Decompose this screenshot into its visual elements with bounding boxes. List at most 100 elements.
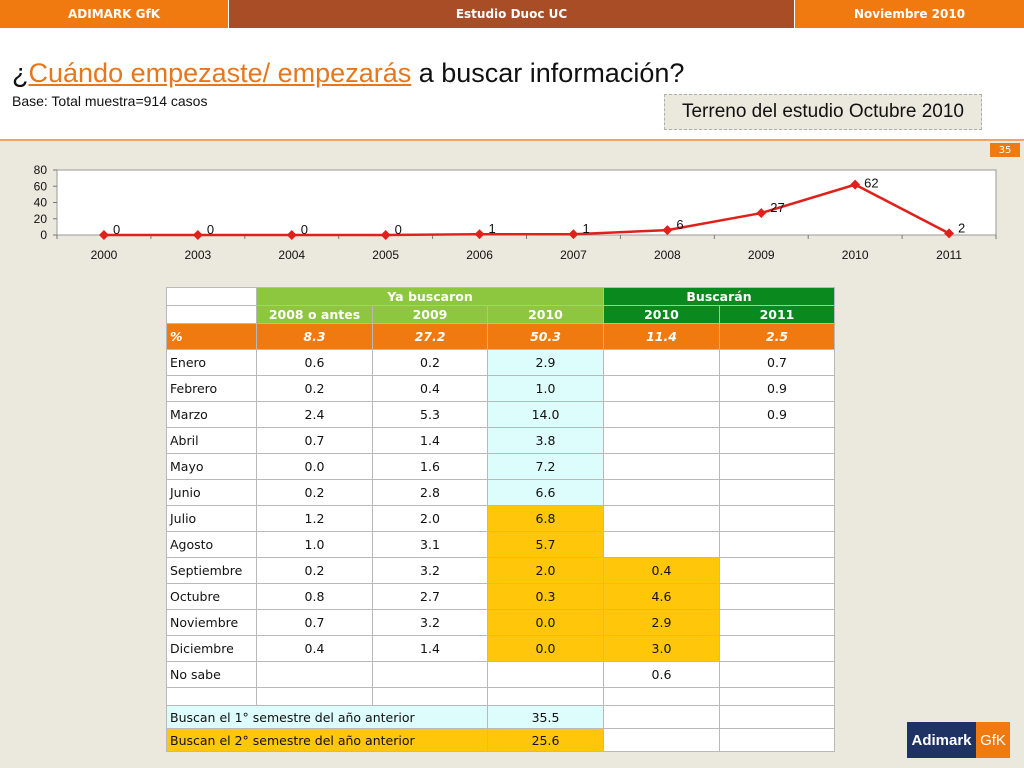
header-date: Noviembre 2010	[795, 0, 1024, 28]
line-chart: 0 20 40 60 80 2000 2003 2004 2005 2006 2007 2008 200…	[0, 160, 1024, 275]
page-title: ¿Cuándo empezaste/ empezarás a buscar in…	[12, 58, 684, 89]
column-header: 2011	[719, 305, 835, 324]
table-cell: 0.7	[256, 609, 373, 636]
row-label: Abril	[166, 427, 257, 454]
summary-row: Buscan el 2° semestre del año anterior 25…	[166, 728, 835, 752]
row-label: Febrero	[166, 375, 257, 402]
row-label: Agosto	[166, 531, 257, 558]
summary-label: Buscan el 1° semestre del año anterior	[166, 705, 488, 729]
title-highlight: Cuándo empezaste/ empezarás	[28, 58, 412, 88]
table-cell: 0.2	[256, 557, 373, 584]
table-cell: 5.7	[487, 531, 604, 558]
data-label: 0	[301, 222, 308, 237]
row-label: Noviembre	[166, 609, 257, 636]
summary-empty-cell	[719, 705, 835, 729]
table-cell: 2.0	[487, 557, 604, 584]
title-area: ¿Cuándo empezaste/ empezarás a buscar in…	[0, 28, 1024, 141]
summary-row: Buscan el 1° semestre del año anterior 35…	[166, 705, 835, 729]
table-row: Enero 0.6 0.2 2.9 0.7	[166, 349, 835, 376]
data-label: 2	[958, 220, 965, 235]
header-company: ADIMARK GfK	[0, 0, 229, 28]
table-cell	[603, 349, 720, 376]
table-cell: 0.4	[372, 375, 488, 402]
table-cell	[719, 427, 835, 454]
spacer-cell	[719, 687, 835, 706]
series-line	[103, 183, 950, 237]
table-cell	[603, 505, 720, 532]
y-tick-label: 80	[34, 163, 48, 177]
spacer-cell	[372, 687, 488, 706]
title-suffix: a buscar información?	[411, 58, 685, 88]
table-cell: 0.9	[719, 401, 835, 428]
x-tick-label: 2000	[91, 248, 118, 262]
table-cell: 2.7	[372, 583, 488, 610]
data-label: 62	[864, 176, 878, 191]
row-label: Octubre	[166, 583, 257, 610]
table-cell: 1.0	[487, 375, 604, 402]
table-cell: 0.0	[487, 635, 604, 662]
data-point	[944, 228, 954, 239]
percent-cell: 27.2	[372, 323, 488, 350]
table-cell	[719, 609, 835, 636]
table-cell	[603, 453, 720, 480]
data-point	[568, 229, 579, 240]
table-cell	[487, 661, 604, 688]
table-row: Marzo 2.4 5.3 14.0 0.9	[166, 401, 835, 428]
table-cell	[603, 401, 720, 428]
table-row: Diciembre 0.4 1.4 0.0 3.0	[166, 635, 835, 662]
table-cell: 0.0	[256, 453, 373, 480]
row-label: Junio	[166, 479, 257, 506]
data-point	[850, 179, 861, 190]
x-tick-label: 2006	[466, 248, 493, 262]
column-header: 2009	[372, 305, 488, 324]
data-label: 1	[489, 221, 496, 236]
summary-value: 35.5	[487, 705, 604, 729]
table-cell: 3.8	[487, 427, 604, 454]
table-cell: 1.0	[256, 531, 373, 558]
spacer-row	[166, 687, 835, 706]
table-cell: 0.9	[719, 375, 835, 402]
x-tick-label: 2009	[748, 248, 775, 262]
corner-cell	[166, 287, 257, 306]
table-row: Octubre 0.8 2.7 0.3 4.6	[166, 583, 835, 610]
x-tick-label: 2007	[560, 248, 587, 262]
group-header-row: Ya buscaron Buscarán	[166, 287, 835, 306]
data-point	[380, 230, 391, 240]
table-cell: 3.2	[372, 557, 488, 584]
data-label: 0	[395, 222, 402, 237]
table-cell: 0.6	[256, 349, 373, 376]
y-tick-label: 0	[40, 228, 47, 242]
top-bar: ADIMARK GfK Estudio Duoc UC Noviembre 20…	[0, 0, 1024, 28]
data-table: Ya buscaron Buscarán 2008 o antes 2009 2010 2…	[166, 287, 835, 752]
group-header-buscaran: Buscarán	[603, 287, 835, 306]
data-label: 0	[113, 222, 120, 237]
title-prefix: ¿	[12, 58, 29, 88]
row-label: Mayo	[166, 453, 257, 480]
table-cell: 2.9	[603, 609, 720, 636]
table-cell: 0.6	[603, 661, 720, 688]
table-cell: 0.2	[256, 375, 373, 402]
data-label: 0	[207, 222, 214, 237]
table-row: Agosto 1.0 3.1 5.7	[166, 531, 835, 558]
column-header-row: 2008 o antes 2009 2010 2010 2011	[166, 305, 835, 324]
y-tick-label: 40	[34, 196, 48, 210]
data-label: 1	[582, 221, 589, 236]
table-cell: 3.1	[372, 531, 488, 558]
data-point	[286, 230, 297, 240]
table-row: Noviembre 0.7 3.2 0.0 2.9	[166, 609, 835, 636]
percent-cell: 50.3	[487, 323, 604, 350]
spacer-cell	[603, 687, 720, 706]
table-row: Mayo 0.0 1.6 7.2	[166, 453, 835, 480]
table-cell	[603, 479, 720, 506]
table-cell	[719, 453, 835, 480]
x-tick-label: 2008	[654, 248, 681, 262]
table-cell	[719, 531, 835, 558]
row-label: Diciembre	[166, 635, 257, 662]
spacer-cell	[166, 687, 257, 706]
column-header: 2010	[487, 305, 604, 324]
table-cell	[603, 531, 720, 558]
table-cell: 2.0	[372, 505, 488, 532]
adimark-gfk-logo: Adimark GfK	[907, 722, 1010, 758]
data-point	[192, 230, 203, 240]
summary-label: Buscan el 2° semestre del año anterior	[166, 728, 488, 752]
